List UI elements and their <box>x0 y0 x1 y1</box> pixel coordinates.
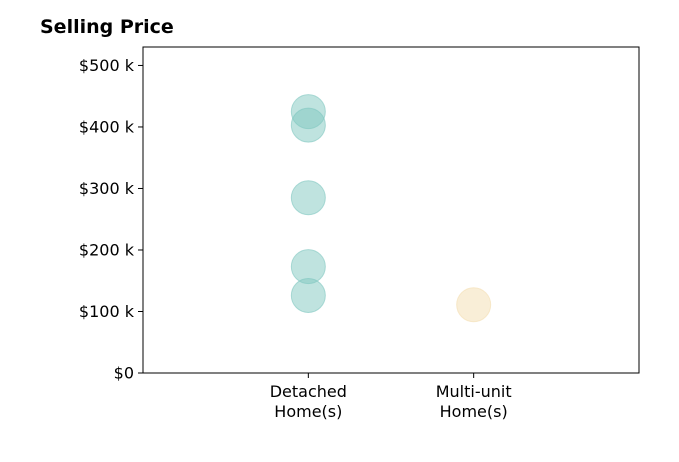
y-tick-label: $300 k <box>79 179 135 198</box>
y-tick-label: $200 k <box>79 240 135 259</box>
data-point <box>290 277 326 313</box>
chart-title: Selling Price <box>40 16 174 38</box>
y-tick-label: $400 k <box>79 117 135 136</box>
y-tick-label: $100 k <box>79 302 135 321</box>
x-tick-label: Detached Home(s) <box>270 382 347 421</box>
x-tick-label: Multi-unit Home(s) <box>436 382 512 421</box>
y-tick-label: $0 <box>114 364 134 383</box>
data-point <box>456 287 492 323</box>
y-tick-label: $500 k <box>79 56 135 75</box>
data-point <box>290 107 326 143</box>
data-point <box>290 180 326 216</box>
y-axis: $0 $100 k $200 k $300 k $400 k $500 k <box>79 56 143 383</box>
plot-frame <box>142 46 640 374</box>
x-axis: Detached Home(s) Multi-unit Home(s) <box>270 373 512 421</box>
data-points <box>290 94 492 323</box>
